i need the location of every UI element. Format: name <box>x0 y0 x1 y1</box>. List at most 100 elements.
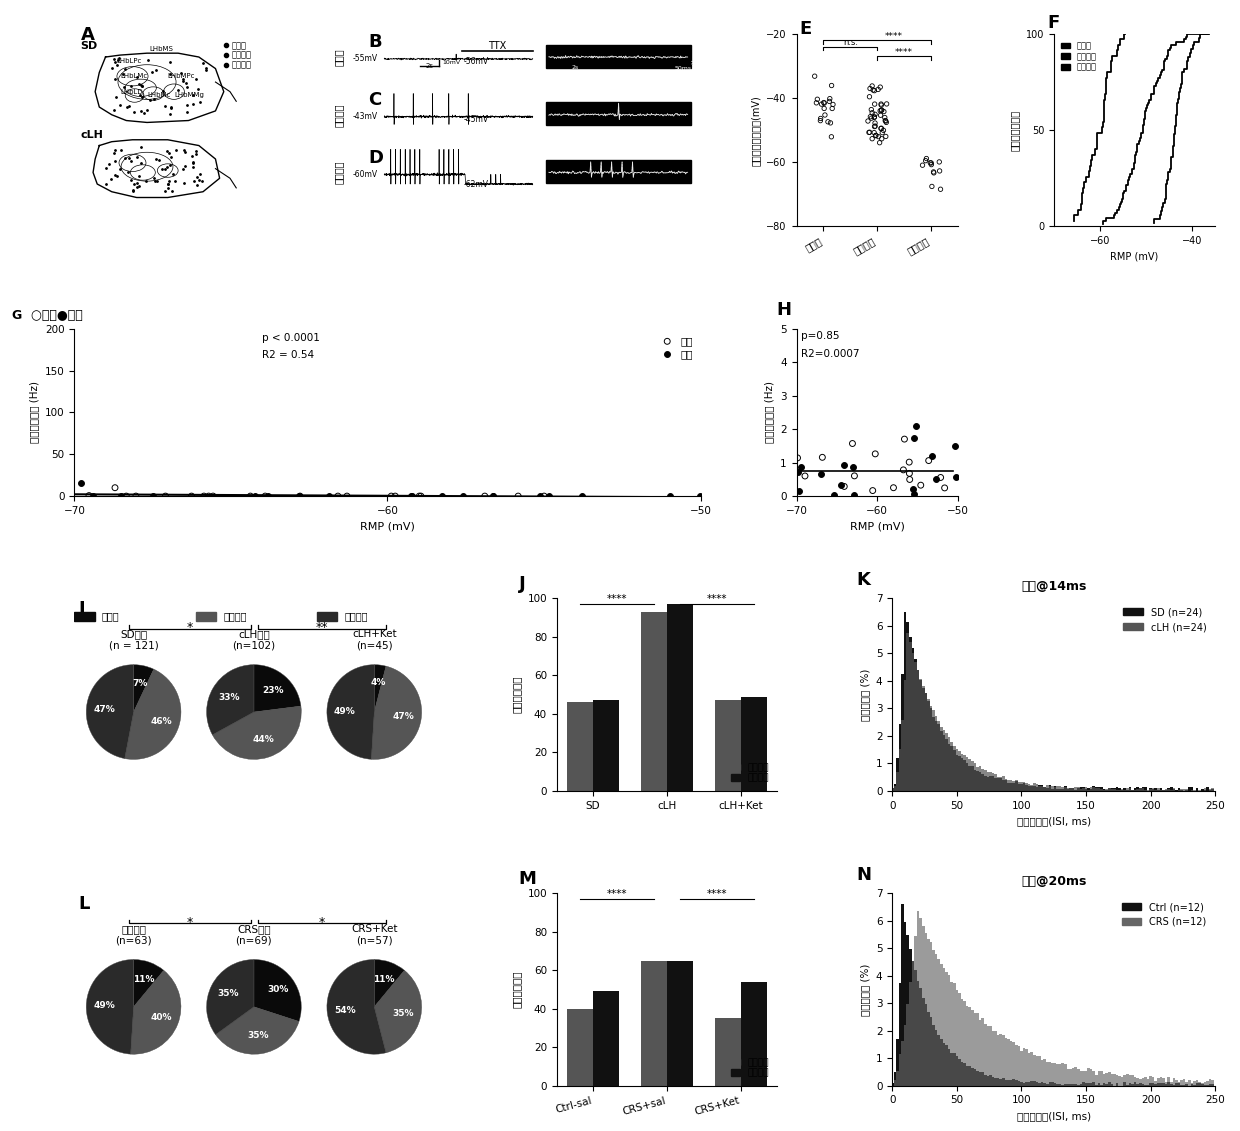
Point <box>875 112 895 130</box>
Point <box>906 416 926 434</box>
Bar <box>935 953 937 1086</box>
Bar <box>1078 787 1080 791</box>
Bar <box>976 771 978 791</box>
Bar <box>994 1079 997 1086</box>
Point <box>919 451 939 469</box>
Point <box>872 119 892 137</box>
Bar <box>1074 1083 1078 1086</box>
Bar <box>1043 787 1047 791</box>
Bar <box>1207 787 1209 791</box>
Point <box>105 478 125 497</box>
Text: *: * <box>187 916 193 929</box>
Text: J: J <box>518 575 526 593</box>
Bar <box>1080 1071 1083 1086</box>
Bar <box>1142 787 1145 791</box>
Bar <box>1190 1085 1193 1086</box>
Bar <box>1069 788 1071 791</box>
Bar <box>904 923 906 1086</box>
Point <box>181 487 201 506</box>
Bar <box>1087 788 1090 791</box>
Point <box>534 487 554 506</box>
Bar <box>909 983 911 1086</box>
Bar <box>1159 788 1162 791</box>
Point <box>859 123 879 141</box>
Bar <box>997 778 999 791</box>
Bar <box>1109 787 1111 791</box>
Text: B: B <box>368 34 382 51</box>
Bar <box>1059 788 1061 791</box>
Text: 不放电: 不放电 <box>334 49 343 66</box>
Bar <box>1114 788 1116 791</box>
Bar <box>742 697 766 791</box>
Wedge shape <box>327 959 386 1054</box>
Bar <box>906 935 909 1086</box>
X-axis label: RMP (mV): RMP (mV) <box>1110 252 1158 261</box>
Bar <box>593 992 619 1086</box>
Bar <box>1028 786 1030 791</box>
Bar <box>1083 787 1085 791</box>
Text: 2s: 2s <box>572 64 579 70</box>
Point <box>862 77 882 95</box>
Legend: 大鼠, 小鼠: 大鼠, 小鼠 <box>655 334 696 361</box>
Bar <box>1136 787 1140 791</box>
Legend: Ctrl (n=12), CRS (n=12): Ctrl (n=12), CRS (n=12) <box>1118 898 1210 931</box>
Bar <box>1002 780 1004 791</box>
Point <box>915 152 935 170</box>
Wedge shape <box>134 665 154 713</box>
Point <box>864 109 884 127</box>
Text: C: C <box>368 92 382 109</box>
Bar <box>1109 788 1111 791</box>
Bar <box>973 1069 976 1086</box>
Bar <box>956 754 959 791</box>
Bar <box>1140 788 1142 791</box>
Bar <box>1209 1083 1211 1086</box>
Bar <box>935 1030 937 1086</box>
Bar <box>961 999 963 1086</box>
Bar <box>1097 1071 1100 1086</box>
Text: 10mV: 10mV <box>443 60 460 66</box>
Point <box>812 95 832 113</box>
Bar <box>1154 1081 1157 1086</box>
Bar <box>1012 1079 1016 1086</box>
Bar <box>1023 1048 1025 1086</box>
Bar <box>1047 785 1049 791</box>
Bar <box>1116 1074 1118 1086</box>
Bar <box>1164 1081 1167 1086</box>
Bar <box>1207 1081 1209 1086</box>
Text: 10mV: 10mV <box>691 59 696 75</box>
Bar <box>1035 1056 1038 1086</box>
Bar <box>1178 788 1180 791</box>
Bar <box>992 1078 994 1086</box>
Bar <box>1080 789 1083 791</box>
Text: TTX: TTX <box>489 42 506 51</box>
Bar <box>976 1013 978 1086</box>
Bar <box>916 981 919 1086</box>
Bar <box>925 693 928 791</box>
Bar <box>1028 1053 1030 1086</box>
Point <box>811 465 831 483</box>
Bar <box>1074 787 1078 791</box>
Point <box>844 467 864 485</box>
Bar <box>1056 1064 1059 1086</box>
Bar <box>906 1004 909 1086</box>
Bar <box>1183 1079 1185 1086</box>
Bar <box>959 993 961 1086</box>
Text: 单个放电: 单个放电 <box>232 51 252 60</box>
Wedge shape <box>327 665 374 759</box>
Bar <box>1162 789 1164 791</box>
Bar <box>1167 788 1171 791</box>
Bar <box>1195 788 1198 791</box>
Bar <box>1100 789 1102 791</box>
Point <box>811 112 831 130</box>
Point <box>815 100 835 118</box>
Bar <box>316 612 337 621</box>
Bar <box>971 1010 973 1086</box>
Text: K: K <box>856 571 870 589</box>
Bar <box>1126 1073 1128 1086</box>
Bar <box>928 699 930 791</box>
Text: 23%: 23% <box>263 685 284 694</box>
Point <box>873 121 893 139</box>
Bar <box>963 1063 966 1086</box>
Point <box>899 454 919 472</box>
Text: p < 0.0001: p < 0.0001 <box>262 334 320 344</box>
